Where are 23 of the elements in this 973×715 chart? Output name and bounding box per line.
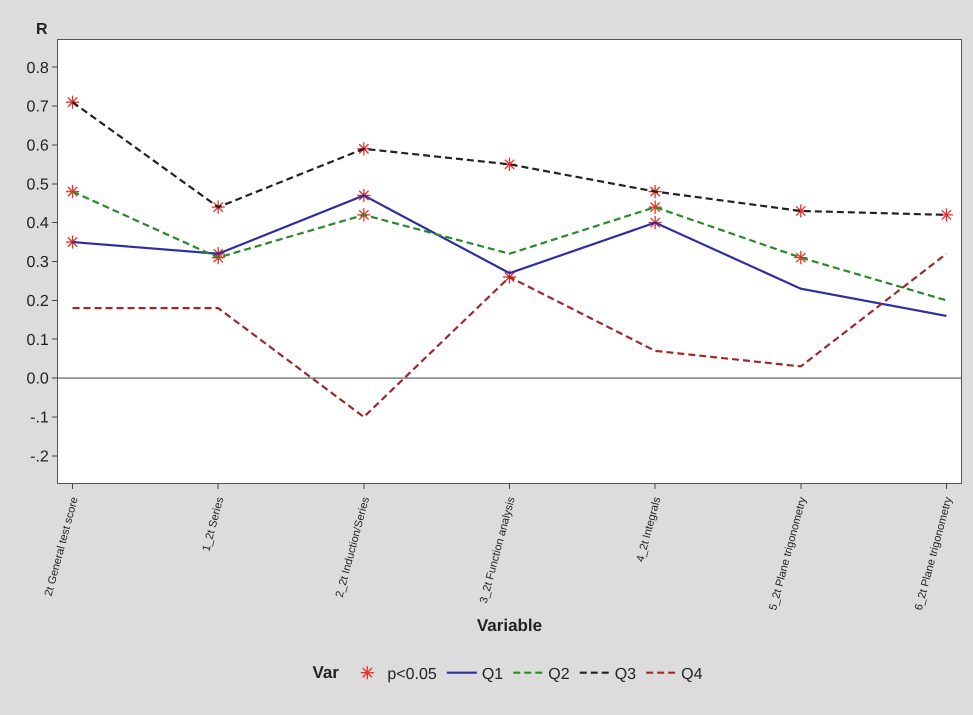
- legend-label: Q4: [681, 666, 703, 683]
- y-tick-label: 0.6: [26, 138, 49, 155]
- legend-label: p<0.05: [387, 666, 437, 683]
- x-tick-label: 4_2t Integrals: [634, 495, 664, 564]
- y-tick-label: -.2: [30, 448, 49, 466]
- y-tick-label: 0.4: [26, 215, 49, 232]
- y-tick-label: 0.0: [26, 370, 49, 388]
- x-axis-title: Variable: [476, 616, 542, 636]
- y-tick-label: -.1: [30, 410, 49, 427]
- x-tick-label: 1_2t Series: [200, 495, 227, 553]
- x-tick-label: 3_2t Function analysis: [478, 495, 518, 605]
- y-tick-label: 0.1: [26, 332, 49, 349]
- legend-title: Var: [312, 662, 340, 682]
- x-tick-label: 2t General test score: [42, 496, 81, 598]
- legend-label: Q2: [548, 666, 570, 683]
- y-tick-label: 0.8: [26, 60, 49, 77]
- y-tick-label: 0.5: [26, 176, 49, 194]
- y-tick-label: 0.2: [26, 292, 49, 310]
- y-axis-title: R: [36, 21, 48, 38]
- legend-label: Q3: [614, 666, 636, 683]
- y-tick-label: 0.7: [26, 98, 49, 116]
- legend-label: Q1: [482, 666, 504, 683]
- y-tick-label: 0.3: [26, 254, 49, 272]
